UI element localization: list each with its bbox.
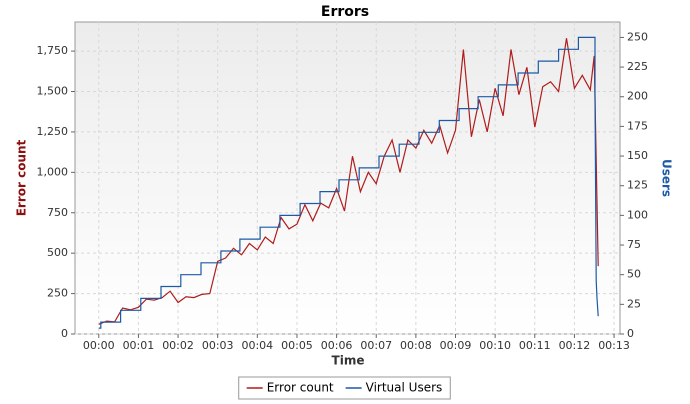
- y-tick-label: 1,500: [37, 85, 69, 98]
- x-tick-label: 00:12: [559, 339, 591, 352]
- y-tick-label: 1,750: [37, 44, 69, 57]
- y2-tick-label: 0: [627, 327, 634, 340]
- y-tick-label: 0: [61, 327, 68, 340]
- x-tick-label: 00:02: [162, 339, 194, 352]
- legend-box: [238, 376, 451, 400]
- x-tick-label: 00:09: [440, 339, 472, 352]
- x-tick-label: 00:13: [598, 339, 630, 352]
- y-tick-label: 500: [47, 246, 68, 259]
- x-tick-label: 00:11: [519, 339, 551, 352]
- x-tick-label: 00:04: [241, 339, 273, 352]
- y2-tick-label: 150: [627, 149, 648, 162]
- x-tick-label: 00:08: [400, 339, 432, 352]
- x-axis-title: Time: [332, 354, 365, 368]
- x-tick-label: 00:03: [202, 339, 234, 352]
- y2-tick-label: 25: [627, 297, 641, 310]
- y2-tick-label: 100: [627, 208, 648, 221]
- y2-axis-title: Users: [660, 159, 674, 197]
- y2-tick-label: 175: [627, 119, 648, 132]
- y2-tick-label: 250: [627, 30, 648, 43]
- y-axis-title: Error count: [15, 139, 29, 216]
- y-tick-label: 250: [47, 287, 68, 300]
- x-tick-label: 00:01: [123, 339, 155, 352]
- y2-tick-label: 75: [627, 238, 641, 251]
- y-tick-label: 1,250: [37, 125, 69, 138]
- x-tick-label: 00:05: [281, 339, 313, 352]
- legend-label: Virtual Users: [366, 381, 443, 395]
- y-tick-label: 1,000: [37, 165, 69, 178]
- y2-tick-label: 225: [627, 60, 648, 73]
- x-tick-label: 00:06: [321, 339, 353, 352]
- series-line: [98, 38, 599, 325]
- x-tick-label: 00:07: [360, 339, 392, 352]
- y2-tick-label: 50: [627, 268, 641, 281]
- chart-title: Errors: [321, 4, 369, 20]
- series-line: [98, 36, 599, 329]
- y2-tick-label: 125: [627, 179, 648, 192]
- plot-area: [74, 21, 621, 335]
- legend-label: Error count: [267, 381, 334, 395]
- y-tick-label: 750: [47, 206, 68, 219]
- y2-tick-label: 200: [627, 90, 648, 103]
- x-tick-label: 00:10: [479, 339, 511, 352]
- x-tick-label: 00:00: [83, 339, 115, 352]
- legend: Error count Virtual Users: [238, 376, 451, 400]
